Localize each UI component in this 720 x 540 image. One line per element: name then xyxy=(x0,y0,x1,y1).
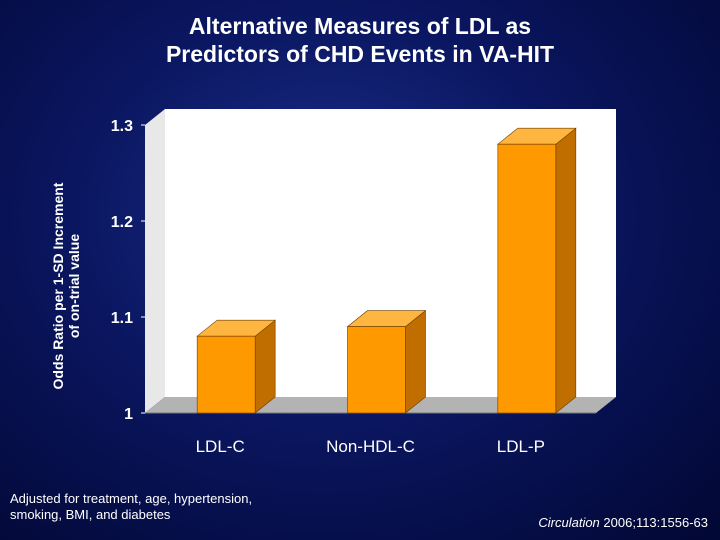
x-tick-label: LDL-C xyxy=(196,437,245,456)
y-tick-label: 1.1 xyxy=(111,310,133,327)
bar-side xyxy=(555,127,577,414)
chart-title-line-1: Alternative Measures of LDL as xyxy=(188,13,532,39)
p-value-label: p<0.001 xyxy=(513,107,564,123)
bar-side xyxy=(405,309,426,414)
footnote-line-2: smoking, BMI, and diabetes xyxy=(10,507,171,522)
x-tick-label: LDL-P xyxy=(497,437,545,456)
bar xyxy=(497,143,557,414)
bar-group xyxy=(496,127,577,414)
plot-side-wall xyxy=(145,109,165,413)
p-value-label: p=0.25 xyxy=(217,299,260,315)
chart-title-line-2: Predictors of CHD Events in VA-HIT xyxy=(165,41,555,67)
citation: Circulation 2006;113:1556-63 xyxy=(538,515,708,530)
y-tick-label: 1.3 xyxy=(111,118,133,135)
footnote: Adjusted for treatment, age, hypertensio… xyxy=(10,491,252,523)
y-tick-label: 1 xyxy=(124,406,133,423)
bar xyxy=(347,326,406,414)
x-tick-label: Non-HDL-C xyxy=(326,437,415,456)
y-tick-label: 1.2 xyxy=(111,214,133,231)
bar-group xyxy=(346,309,427,414)
p-value-label: p=0.17 xyxy=(367,290,410,306)
bar-group xyxy=(196,319,277,414)
citation-journal: Circulation xyxy=(538,515,600,530)
footnote-line-1: Adjusted for treatment, age, hypertensio… xyxy=(10,491,253,506)
citation-details: 2006;113:1556-63 xyxy=(599,515,708,530)
bar xyxy=(196,335,256,414)
chart-title: Alternative Measures of LDL as Predictor… xyxy=(0,12,720,68)
